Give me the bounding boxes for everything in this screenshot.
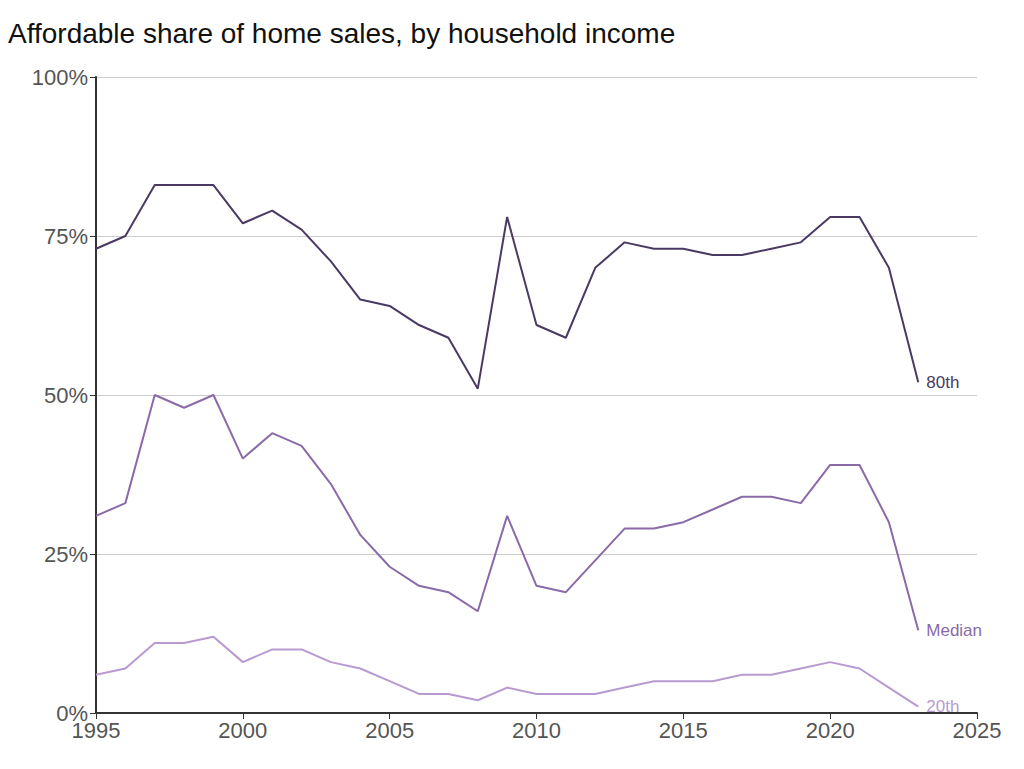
svg-text:2015: 2015: [659, 718, 708, 743]
svg-text:50%: 50%: [44, 383, 88, 408]
svg-text:25%: 25%: [44, 542, 88, 567]
svg-text:75%: 75%: [44, 224, 88, 249]
svg-text:Affordable share of home sales: Affordable share of home sales, by house…: [8, 18, 675, 49]
svg-text:2010: 2010: [512, 718, 561, 743]
svg-text:1995: 1995: [72, 718, 121, 743]
svg-text:2005: 2005: [365, 718, 414, 743]
svg-text:2000: 2000: [218, 718, 267, 743]
svg-text:2020: 2020: [806, 718, 855, 743]
svg-text:80th: 80th: [926, 373, 959, 392]
svg-text:20th: 20th: [926, 697, 959, 716]
svg-text:Median: Median: [926, 621, 982, 640]
svg-text:100%: 100%: [32, 65, 88, 90]
svg-text:0%: 0%: [56, 700, 88, 726]
svg-text:2025: 2025: [953, 718, 1002, 743]
